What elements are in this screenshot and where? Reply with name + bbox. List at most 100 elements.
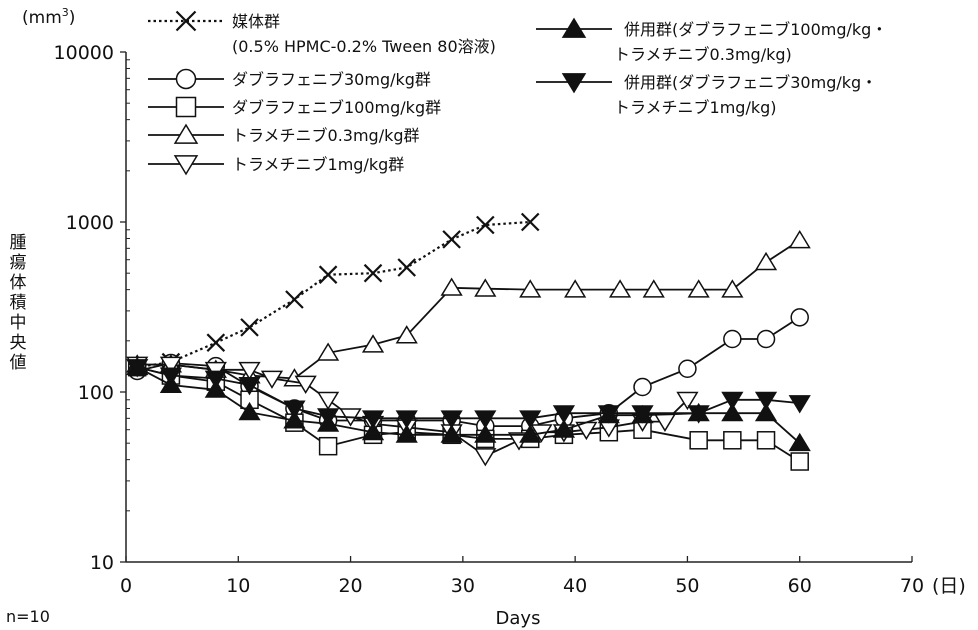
marker-triangle-up-open xyxy=(564,279,587,298)
marker-triangle-down-filled xyxy=(519,410,542,429)
axes xyxy=(125,52,912,563)
marker-x xyxy=(476,215,495,235)
marker-triangle-up-filled xyxy=(788,432,811,452)
x-tick-label: 0 xyxy=(120,575,132,597)
marker-triangle-up-open xyxy=(173,123,199,144)
marker-triangle-up-filled xyxy=(754,402,778,422)
marker-x xyxy=(318,265,338,284)
marker-circle-open xyxy=(633,377,652,397)
marker-x xyxy=(397,258,416,277)
marker-square-open xyxy=(175,96,197,118)
marker-triangle-down-filled xyxy=(238,376,261,396)
y-unit-label: (mm3) xyxy=(22,6,75,28)
plot-area xyxy=(126,212,811,471)
marker-triangle-up-filled xyxy=(519,424,542,443)
marker-circle-open xyxy=(175,68,197,90)
marker-triangle-up-open xyxy=(642,279,665,298)
x-tick-label: 50 xyxy=(675,575,699,597)
marker-triangle-up-filled xyxy=(561,17,587,38)
legend-label: トラメチニブ1mg/kg群 xyxy=(232,155,404,174)
marker-triangle-down-filled xyxy=(204,370,227,389)
marker-triangle-up-open xyxy=(474,278,497,297)
marker-circle-open xyxy=(790,308,809,327)
marker-triangle-down-open xyxy=(474,448,497,467)
legend-item-1: 媒体群 (0.5% HPMC-0.2% Tween 80溶液) xyxy=(148,10,496,56)
marker-triangle-up-filled xyxy=(238,401,261,421)
marker-circle-open xyxy=(678,359,697,379)
marker-triangle-up-filled xyxy=(283,410,306,429)
marker-triangle-up-open xyxy=(608,279,632,298)
marker-triangle-down-open xyxy=(159,356,183,375)
legend-item-6: 併用群(ダブラフェニブ100mg/kg・トラメチニブ0.3mg/kg) xyxy=(536,17,887,64)
marker-triangle-up-open xyxy=(788,229,811,249)
ticks: 0 10 20 30 40 50 60 70 10 100 1000 10000 xyxy=(54,42,925,597)
marker-triangle-down-filled xyxy=(159,367,183,386)
marker-square-open xyxy=(723,431,742,450)
legend-label: 併用群(ダブラフェニブ100mg/kg・ xyxy=(624,20,887,39)
marker-square-open xyxy=(318,436,338,456)
y-tick-label: 100 xyxy=(78,382,114,404)
marker-circle-open xyxy=(723,329,742,349)
legend-label-line2: トラメチニブ1mg/kg) xyxy=(614,98,777,117)
x-tick-label: 40 xyxy=(563,575,587,597)
marker-triangle-down-open xyxy=(173,155,199,176)
marker-triangle-down-filled xyxy=(561,73,587,94)
legend-label-line2: (0.5% HPMC-0.2% Tween 80溶液) xyxy=(232,37,496,56)
marker-triangle-up-open xyxy=(519,279,542,298)
marker-x xyxy=(240,318,259,337)
marker-triangle-down-filled xyxy=(474,410,497,429)
legend-item-5: トラメチニブ1mg/kg群 xyxy=(148,155,404,176)
marker-triangle-up-filled xyxy=(474,424,497,443)
series-4 xyxy=(126,229,811,387)
legend: 媒体群 (0.5% HPMC-0.2% Tween 80溶液) ダブラフェニブ30m… xyxy=(148,10,887,176)
legend-label: 併用群(ダブラフェニブ30mg/kg・ xyxy=(624,73,877,92)
marker-triangle-down-filled xyxy=(395,410,418,429)
marker-square-open xyxy=(790,452,809,471)
marker-triangle-down-filled xyxy=(687,405,710,424)
legend-item-4: トラメチニブ0.3mg/kg群 xyxy=(148,123,420,145)
series-7 xyxy=(126,359,811,429)
x-tick-label: 60 xyxy=(788,575,812,597)
marker-triangle-up-open xyxy=(440,277,463,296)
marker-triangle-up-filled xyxy=(440,424,463,443)
marker-x xyxy=(520,212,540,232)
marker-triangle-down-filled xyxy=(754,391,778,411)
legend-item-3: ダブラフェニブ100mg/kg群 xyxy=(148,96,441,118)
y-tick-label: 10 xyxy=(90,552,114,574)
sample-size-label: n=10 xyxy=(6,607,50,626)
series-line xyxy=(137,220,531,369)
marker-triangle-up-filled xyxy=(552,419,576,438)
legend-label: ダブラフェニブ30mg/kg群 xyxy=(232,70,431,89)
marker-triangle-down-filled xyxy=(440,410,463,429)
marker-square-open xyxy=(689,431,708,450)
marker-triangle-down-open xyxy=(317,391,340,411)
series-line xyxy=(137,239,801,380)
legend-item-2: ダブラフェニブ30mg/kg群 xyxy=(148,68,431,90)
marker-triangle-up-open xyxy=(721,279,744,298)
marker-x xyxy=(175,10,197,32)
x-tick-label: 10 xyxy=(226,575,250,597)
marker-triangle-up-open xyxy=(395,325,418,344)
x-tick-label: 30 xyxy=(451,575,475,597)
marker-triangle-up-open xyxy=(361,334,385,353)
legend-item-7: 併用群(ダブラフェニブ30mg/kg・トラメチニブ1mg/kg) xyxy=(536,73,877,117)
marker-triangle-down-filled xyxy=(317,408,340,427)
marker-triangle-down-filled xyxy=(126,359,149,378)
y-axis-label: 腫瘍体積中央値 xyxy=(10,233,27,373)
legend-label: トラメチニブ0.3mg/kg群 xyxy=(232,126,420,145)
x-tick-label: 70 xyxy=(900,575,924,597)
marker-triangle-up-filled xyxy=(395,424,418,443)
x-axis-label: Days xyxy=(496,608,541,629)
marker-triangle-down-filled xyxy=(597,405,620,424)
marker-triangle-down-filled xyxy=(788,395,811,414)
marker-triangle-up-open xyxy=(317,342,340,361)
y-tick-label: 10000 xyxy=(54,42,114,64)
marker-triangle-up-filled xyxy=(361,421,385,441)
legend-label: ダブラフェニブ100mg/kg群 xyxy=(232,98,441,117)
y-tick-label: 1000 xyxy=(66,212,114,234)
marker-x xyxy=(285,290,304,309)
marker-triangle-down-open xyxy=(676,391,699,411)
marker-x xyxy=(206,333,226,352)
marker-x xyxy=(442,230,461,249)
